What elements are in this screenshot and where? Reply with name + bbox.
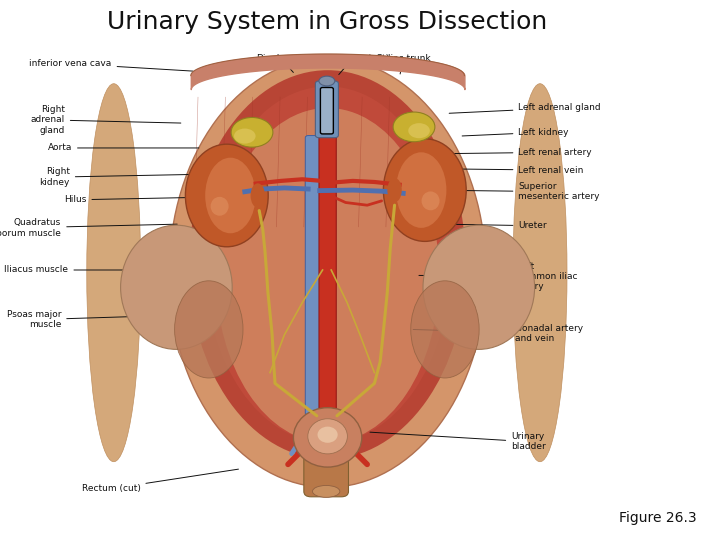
Text: Rectum (cut): Rectum (cut) [81, 469, 238, 493]
Text: Left renal artery: Left renal artery [428, 148, 592, 157]
Text: Ureter: Ureter [442, 221, 547, 230]
Ellipse shape [205, 158, 256, 233]
Ellipse shape [383, 139, 467, 241]
FancyBboxPatch shape [320, 87, 333, 134]
Ellipse shape [318, 427, 338, 443]
FancyBboxPatch shape [304, 446, 348, 497]
Text: Left adrenal gland: Left adrenal gland [449, 104, 601, 113]
Text: Left
common iliac
artery: Left common iliac artery [419, 261, 577, 292]
FancyBboxPatch shape [315, 81, 338, 138]
Text: Celiac trunk: Celiac trunk [376, 54, 431, 74]
Text: inferior vena cava: inferior vena cava [30, 59, 193, 71]
Ellipse shape [210, 197, 229, 215]
Text: Urinary
bladder: Urinary bladder [370, 432, 546, 451]
Text: Urinary System in Gross Dissection: Urinary System in Gross Dissection [107, 10, 548, 33]
Ellipse shape [231, 117, 273, 147]
Ellipse shape [189, 70, 467, 459]
Ellipse shape [513, 84, 567, 462]
Ellipse shape [312, 485, 340, 497]
Text: Left kidney: Left kidney [462, 128, 569, 137]
Ellipse shape [423, 225, 534, 349]
Ellipse shape [387, 178, 402, 202]
Text: Left renal vein: Left renal vein [415, 166, 584, 174]
Ellipse shape [396, 152, 446, 228]
Text: Gonadal artery
and vein: Gonadal artery and vein [413, 324, 583, 343]
Ellipse shape [169, 58, 486, 487]
Ellipse shape [393, 112, 435, 141]
Text: Hilus: Hilus [64, 195, 210, 204]
Ellipse shape [205, 86, 450, 443]
Text: Psoas major
muscle: Psoas major muscle [6, 310, 152, 329]
FancyBboxPatch shape [319, 136, 336, 415]
Text: Right
kidney: Right kidney [40, 167, 192, 187]
Ellipse shape [121, 225, 232, 349]
Ellipse shape [422, 192, 439, 210]
Text: Right
adrenal
gland: Right adrenal gland [30, 105, 181, 135]
Text: Diaphragm: Diaphragm [256, 54, 306, 72]
Text: Superior
mesenteric artery: Superior mesenteric artery [428, 182, 600, 201]
Ellipse shape [308, 419, 348, 454]
Ellipse shape [294, 408, 362, 467]
Text: Figure 26.3: Figure 26.3 [619, 511, 697, 525]
Ellipse shape [410, 281, 480, 378]
Ellipse shape [234, 129, 256, 144]
Text: Quadratus
lumborum muscle: Quadratus lumborum muscle [0, 218, 177, 238]
Text: Esophagus (cut): Esophagus (cut) [316, 54, 390, 75]
Ellipse shape [87, 84, 141, 462]
Text: Aorta: Aorta [48, 144, 199, 152]
Ellipse shape [408, 123, 430, 138]
Ellipse shape [216, 108, 439, 443]
Ellipse shape [319, 76, 335, 86]
FancyBboxPatch shape [305, 136, 323, 415]
Ellipse shape [185, 144, 268, 247]
Text: Iliacus muscle: Iliacus muscle [4, 266, 159, 274]
Ellipse shape [251, 183, 265, 207]
Ellipse shape [174, 281, 243, 378]
